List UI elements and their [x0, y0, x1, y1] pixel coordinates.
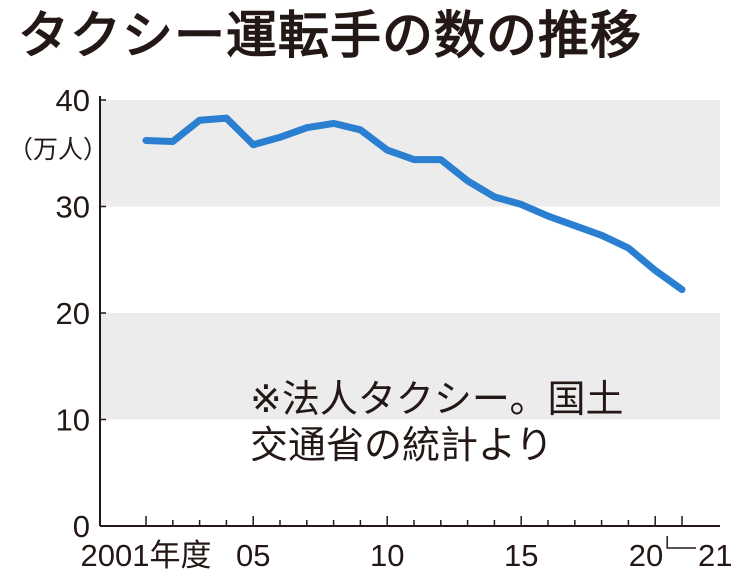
x-tick-label: 10 — [370, 538, 404, 573]
series-lines — [142, 114, 686, 294]
note-line-1: 交通省の統計より — [250, 423, 553, 467]
y-axis-unit-label: （万人） — [8, 135, 108, 164]
grid-bands — [100, 100, 720, 420]
y-tick-label: 0 — [73, 509, 90, 544]
x-tick-label: 15 — [504, 538, 538, 573]
chart-title: タクシー運転手の数の推移 — [18, 7, 643, 66]
y-tick-labels: 0 10 20 30 40 — [56, 83, 106, 544]
x-tick-label: 21 — [698, 538, 732, 573]
y-tick-label: 30 — [56, 190, 90, 225]
y-tick-label: 40 — [56, 83, 90, 118]
note-line-0: ※法人タクシー。国土 — [250, 377, 623, 421]
x-tick-label: 05 — [236, 538, 270, 573]
y-tick-label: 20 — [56, 296, 90, 331]
x-label-bracket — [666, 536, 696, 549]
x-tick-label: 2001年度 — [81, 538, 212, 573]
x-tick-labels: 2001年度 05 10 15 20 21 — [81, 516, 732, 573]
grid-band-0 — [100, 100, 720, 207]
y-tick-label: 10 — [56, 403, 90, 438]
grid-band-1 — [100, 313, 720, 420]
x-tick-label: 20 — [629, 538, 663, 573]
axes — [99, 96, 720, 527]
